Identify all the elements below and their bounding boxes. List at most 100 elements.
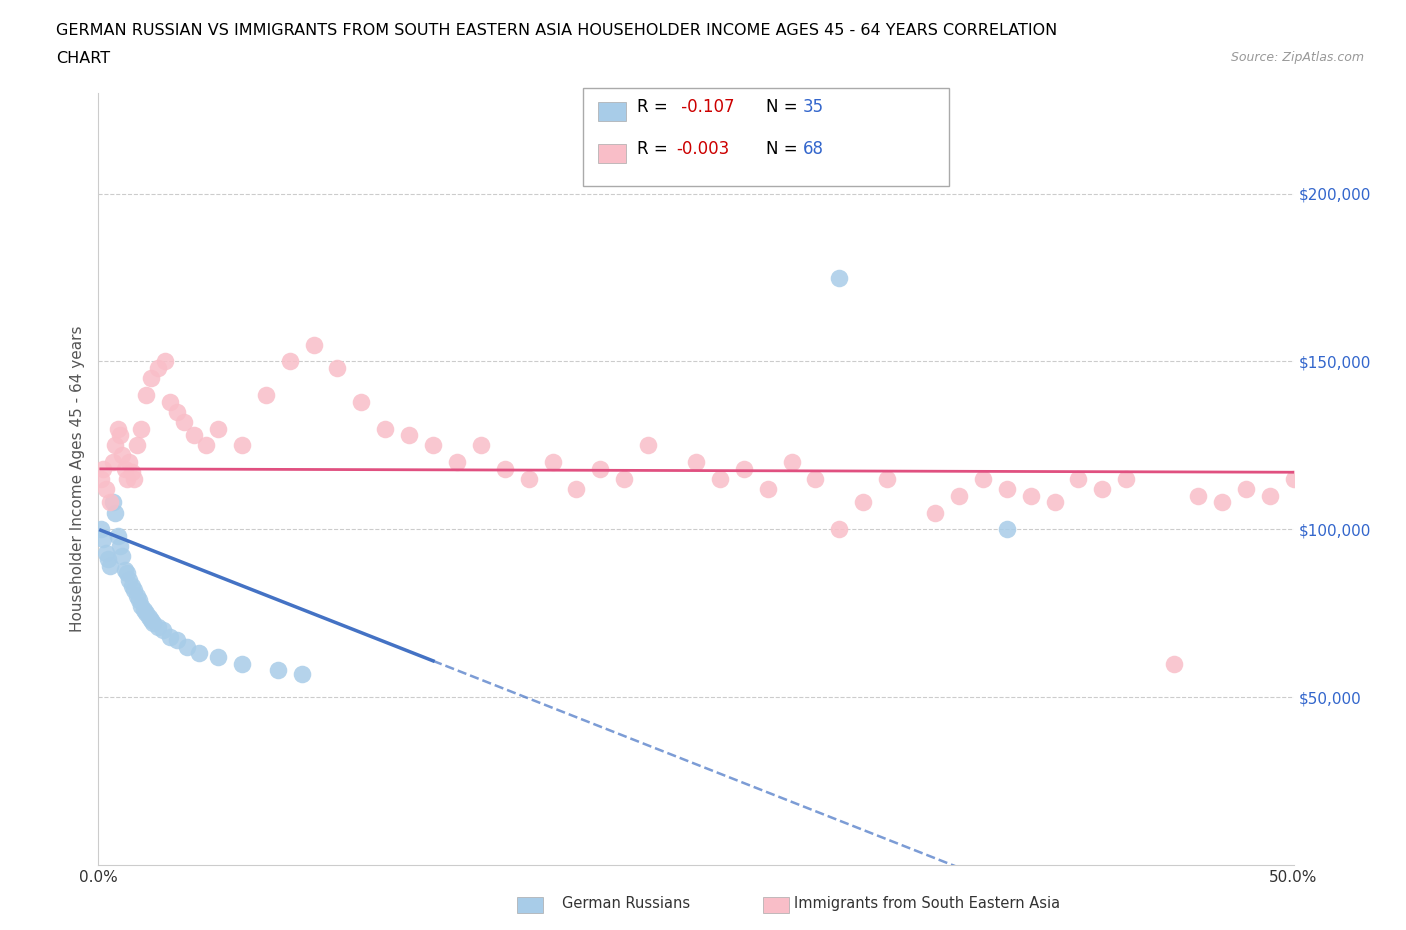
Point bbox=[139, 613, 162, 628]
Point bbox=[685, 455, 707, 470]
Point bbox=[131, 599, 153, 614]
Point bbox=[114, 562, 136, 577]
Point bbox=[111, 549, 134, 564]
Point bbox=[972, 472, 994, 486]
Point bbox=[446, 455, 468, 470]
Text: N =: N = bbox=[766, 98, 803, 116]
Point bbox=[876, 472, 898, 486]
Point bbox=[148, 361, 170, 376]
Point bbox=[173, 415, 195, 430]
Point bbox=[852, 495, 875, 510]
Point bbox=[94, 545, 117, 560]
Text: 68: 68 bbox=[803, 140, 824, 158]
Point bbox=[104, 505, 127, 520]
Point bbox=[828, 522, 851, 537]
Text: R =: R = bbox=[637, 98, 673, 116]
Point bbox=[111, 448, 134, 463]
Point bbox=[159, 630, 181, 644]
Text: GERMAN RUSSIAN VS IMMIGRANTS FROM SOUTH EASTERN ASIA HOUSEHOLDER INCOME AGES 45 : GERMAN RUSSIAN VS IMMIGRANTS FROM SOUTH … bbox=[56, 23, 1057, 38]
Point bbox=[104, 438, 127, 453]
Point bbox=[124, 472, 146, 486]
Point bbox=[90, 472, 112, 486]
Point bbox=[135, 605, 157, 620]
Point bbox=[115, 472, 138, 486]
Point bbox=[108, 538, 131, 553]
Y-axis label: Householder Income Ages 45 - 64 years: Householder Income Ages 45 - 64 years bbox=[69, 326, 84, 632]
Point bbox=[131, 421, 153, 436]
Text: -0.003: -0.003 bbox=[676, 140, 730, 158]
Point bbox=[90, 522, 112, 537]
Point bbox=[541, 455, 564, 470]
Point bbox=[291, 666, 314, 681]
Point bbox=[115, 565, 138, 580]
Point bbox=[142, 616, 165, 631]
Point bbox=[107, 528, 129, 543]
Point bbox=[1234, 482, 1257, 497]
Point bbox=[398, 428, 420, 443]
Point bbox=[98, 495, 122, 510]
Text: N =: N = bbox=[766, 140, 803, 158]
Point bbox=[148, 619, 170, 634]
Point bbox=[138, 609, 160, 624]
Point bbox=[139, 371, 162, 386]
Point bbox=[1115, 472, 1137, 486]
Point bbox=[995, 482, 1018, 497]
Point bbox=[733, 461, 755, 476]
Point bbox=[91, 461, 114, 476]
Point bbox=[828, 270, 851, 285]
Point bbox=[637, 438, 659, 453]
Point bbox=[97, 552, 120, 567]
Point bbox=[183, 428, 205, 443]
Text: German Russians: German Russians bbox=[562, 897, 690, 911]
Point bbox=[166, 632, 188, 647]
Point bbox=[159, 394, 181, 409]
Point bbox=[589, 461, 612, 476]
Point bbox=[924, 505, 946, 520]
Point bbox=[132, 603, 155, 618]
Point bbox=[254, 388, 277, 403]
Point bbox=[613, 472, 636, 486]
Point bbox=[124, 582, 146, 597]
Point bbox=[101, 495, 124, 510]
Point bbox=[94, 482, 117, 497]
Point bbox=[91, 532, 114, 547]
Point bbox=[1163, 656, 1185, 671]
Point bbox=[176, 639, 198, 654]
Point bbox=[231, 438, 253, 453]
Point bbox=[1211, 495, 1233, 510]
Point bbox=[231, 656, 253, 671]
Point bbox=[135, 388, 157, 403]
Point bbox=[1067, 472, 1090, 486]
Point bbox=[125, 589, 148, 604]
Point bbox=[98, 559, 122, 574]
Point bbox=[756, 482, 779, 497]
Point bbox=[187, 646, 209, 661]
Point bbox=[152, 622, 174, 637]
Point bbox=[166, 405, 188, 419]
Point bbox=[118, 572, 141, 587]
Point bbox=[326, 361, 349, 376]
Point bbox=[1282, 472, 1305, 486]
Point bbox=[155, 354, 177, 369]
Text: R =: R = bbox=[637, 140, 673, 158]
Point bbox=[118, 455, 141, 470]
Point bbox=[1187, 488, 1209, 503]
Point bbox=[1091, 482, 1114, 497]
Point bbox=[995, 522, 1018, 537]
Point bbox=[121, 578, 143, 593]
Point bbox=[207, 421, 229, 436]
Point bbox=[709, 472, 731, 486]
Point bbox=[1019, 488, 1042, 503]
Text: Immigrants from South Eastern Asia: Immigrants from South Eastern Asia bbox=[794, 897, 1060, 911]
Text: CHART: CHART bbox=[56, 51, 110, 66]
Point bbox=[422, 438, 444, 453]
Point bbox=[121, 465, 143, 480]
Point bbox=[1258, 488, 1281, 503]
Point bbox=[302, 338, 325, 352]
Point bbox=[128, 592, 150, 607]
Point bbox=[101, 455, 124, 470]
Point bbox=[114, 461, 136, 476]
Point bbox=[207, 649, 229, 664]
Point bbox=[267, 663, 290, 678]
Point bbox=[195, 438, 218, 453]
